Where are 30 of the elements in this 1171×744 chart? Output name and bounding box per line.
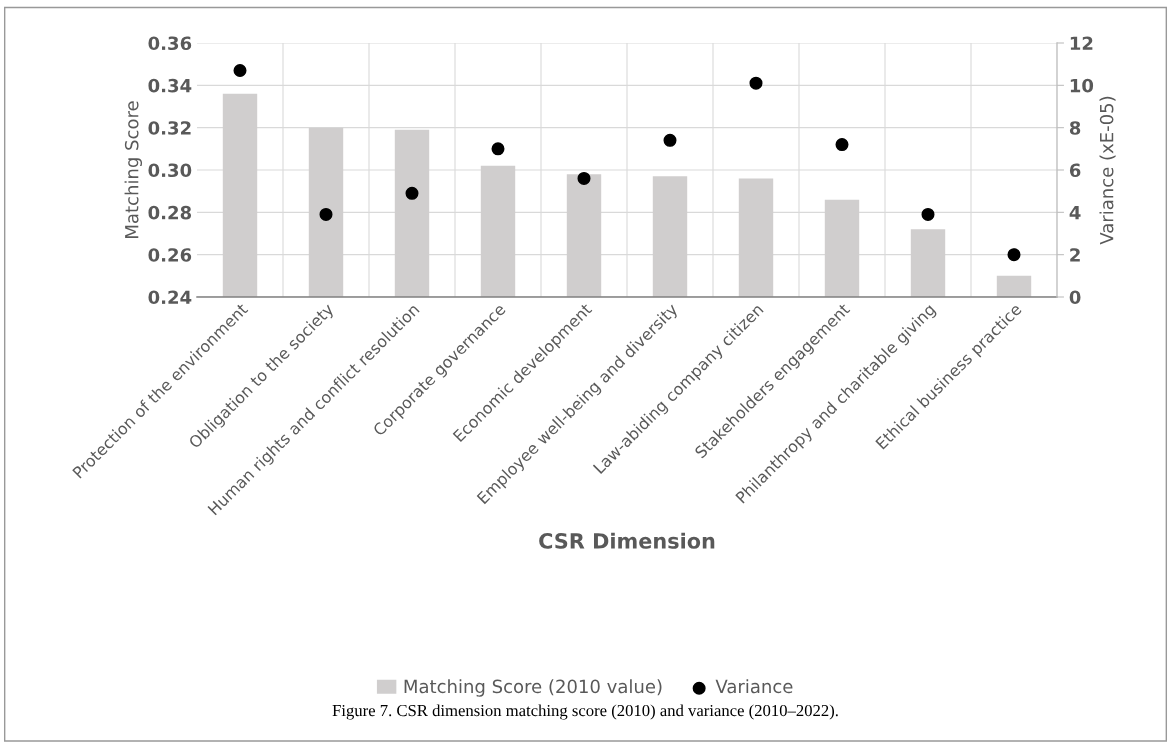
y2-tick-label: 4 — [1069, 206, 1081, 220]
y-tick-label: 0.30 — [148, 163, 192, 178]
y-tick-label: 0.28 — [148, 205, 192, 220]
legend-label: Variance — [715, 679, 793, 694]
point — [1007, 248, 1021, 262]
point — [491, 142, 505, 156]
y-tick-label: 0.36 — [148, 36, 192, 51]
y2-tick-label: 12 — [1070, 36, 1093, 50]
point — [577, 171, 591, 185]
point — [663, 133, 677, 147]
y2-tick-label: 6 — [1069, 163, 1081, 178]
y2-tick-label: 2 — [1070, 248, 1080, 262]
point — [319, 207, 333, 221]
y2-tick-label: 8 — [1069, 121, 1081, 135]
point — [835, 138, 849, 152]
point — [405, 186, 419, 200]
y2-axis-title: Variance (xE-05) — [1099, 96, 1116, 245]
x-axis-title: CSR Dimension — [539, 532, 715, 549]
y-tick-label: 0.26 — [148, 248, 192, 262]
point — [749, 76, 763, 90]
y-axis-title: Matching Score — [124, 101, 143, 238]
y2-tick-label: 10 — [1070, 78, 1094, 93]
y-tick-label: 0.32 — [148, 121, 191, 135]
point — [921, 207, 935, 221]
y-tick-label: 0.34 — [148, 78, 192, 93]
legend-label: Matching Score (2010 value) — [404, 679, 662, 697]
y-tick-label: 0.24 — [148, 290, 192, 305]
y2-tick-label: 0 — [1069, 290, 1081, 305]
point — [233, 64, 247, 78]
caption: Figure 7. CSR dimension matching score (2010) and variance (2010–2022). — [332, 704, 838, 720]
